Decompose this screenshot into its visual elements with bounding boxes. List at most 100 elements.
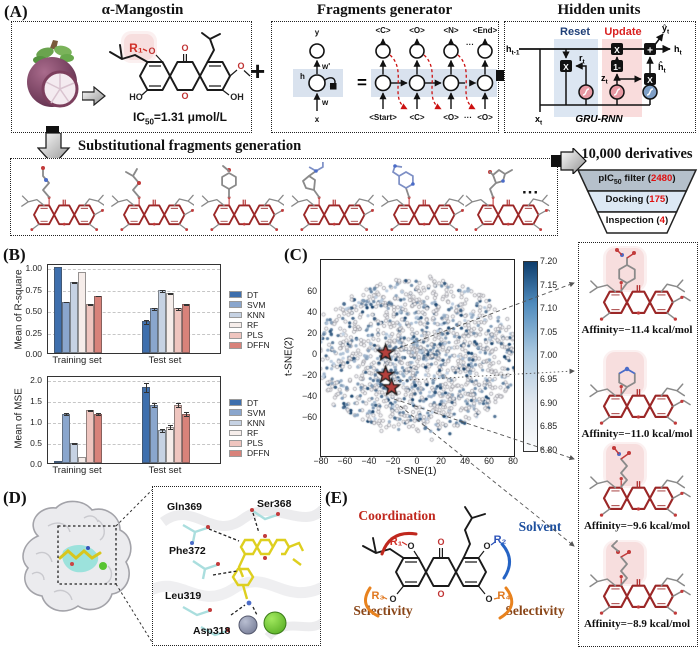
derivatives-title: 10,000 derivatives [581, 146, 693, 162]
generated-fragment-2 [110, 168, 194, 232]
mangostin-structure: O O O R₁ HO OH O [109, 31, 251, 102]
reset-label: Reset [560, 26, 590, 38]
update-label: Update [604, 26, 641, 38]
candidate-structure-4 [588, 540, 692, 616]
token-bottom-c: <C> [409, 113, 424, 122]
candidate-structure-1 [588, 246, 692, 322]
token-top-end: <End> [473, 26, 497, 35]
candidate-structure-2 [588, 350, 692, 426]
sar-o2: O [483, 541, 490, 551]
rsquare-chart: Mean of R-square DT SVM KNN RF PLS DFFN 0.00 0… [13, 263, 270, 366]
affinity-caption-2: Affinity=−11.0 kcal/mol [581, 428, 693, 440]
tsne-plot [320, 259, 515, 457]
rnn-unrolled [374, 38, 494, 109]
solvent-arc [500, 542, 511, 580]
affinity-caption-1: Affinity=−11.4 kcal/mol [581, 324, 693, 336]
flow-bridge-square [46, 126, 59, 135]
residue-phe372: Phe372 [169, 545, 206, 557]
fragments-ellipsis: ··· [522, 183, 539, 202]
ho-label: HO [129, 92, 143, 102]
token-top-c: <C> [375, 26, 390, 35]
sar-r3: R₃ [371, 590, 384, 602]
rsquare-legend: DT SVM KNN RF PLS DFFN [229, 290, 270, 350]
binding-site-scene [153, 505, 320, 641]
affinity-caption-3: Affinity=−9.6 kcal/mol [583, 520, 691, 532]
substitutional-title: Substitutional fragments generation [78, 138, 302, 154]
gru-op-boxes [560, 43, 656, 85]
selectivity-right-label: Selectivity [505, 603, 565, 618]
r1-label: R₁ [129, 41, 143, 55]
tsne-canvas [321, 260, 514, 456]
hydrogen-bonds [208, 512, 260, 616]
op-mul-reset: X [563, 62, 569, 72]
generated-fragment-5 [380, 164, 464, 232]
h-hat-label: ĥt [658, 61, 667, 75]
ht-label: ht [674, 44, 683, 57]
token-top-n: <N> [443, 26, 458, 35]
ic50-value: IC50=1.31 μmol/L [133, 110, 227, 127]
panel-d-label: (D) [3, 488, 27, 507]
rnn-h-label: h [300, 72, 305, 81]
box-bridge-square [496, 70, 504, 81]
rnn-diagram: y w' h w x = [293, 26, 497, 124]
generated-fragment-1 [20, 166, 104, 232]
rnn-y-label: y [315, 28, 320, 37]
oh-label: OH [230, 92, 244, 102]
generated-fragment-6 [464, 169, 550, 232]
residue-stick-atoms [190, 508, 280, 632]
mse-chart: Mean of MSE DT SVM KNN RF PLS DFFN 0.0 0.5 1.0 1… [13, 375, 270, 476]
generated-fragment-3 [200, 165, 284, 232]
token-bottom-start: <Start> [369, 113, 397, 122]
op-add: + [647, 46, 653, 57]
sar-r4: R₄ [497, 590, 510, 602]
token-top-o: <O> [409, 26, 425, 35]
sar-carbonyl-o: O [437, 537, 444, 547]
hidden-units-title: Hidden units [557, 2, 641, 18]
sar-o3: O [389, 594, 396, 604]
tsne-xlabel: t-SNE(1) [397, 466, 437, 477]
funnel-tier-3 [596, 211, 678, 234]
gru-rnn-label: GRU-RNN [575, 114, 623, 125]
residue-sticks [182, 510, 278, 637]
rsquare-plot [47, 264, 221, 354]
selectivity-left-arc [364, 586, 380, 618]
carbonyl-o-label: O [181, 43, 188, 53]
screening-funnel [576, 169, 698, 234]
tsne-ylabel: t-SNE(2) [283, 337, 295, 376]
fragments-generator-title: Fragments generator [316, 2, 453, 18]
y-hat-label: ŷt [662, 23, 670, 36]
dots-bottom: ··· [464, 113, 472, 122]
protein-surface [22, 500, 132, 612]
residue-gln369: Gln369 [167, 501, 203, 513]
equals-sign: = [357, 73, 367, 92]
funnel-label-1: pIC50 filter (2480) [598, 173, 676, 186]
dots-top: ··· [466, 40, 474, 49]
affinity-caption-4: Affinity=−8.9 kcal/mol [583, 618, 691, 630]
r1-o-label: O [148, 46, 155, 56]
op-mul-update: X [614, 45, 620, 55]
rt-label: rt [579, 53, 586, 66]
selectivity-right-arc [498, 586, 514, 620]
derivatives-arrow-icon [551, 148, 587, 174]
mangosteen-illustration [27, 40, 79, 108]
zoom-region-box [57, 525, 117, 585]
methoxy-o-label: O [237, 61, 244, 71]
gru-diagram: Reset Update X X 1- + X [506, 23, 683, 127]
binding-site-inset: Gln369 Ser368 Phe372 Leu319 Asp318 [152, 486, 321, 646]
residue-asp318: Asp318 [193, 625, 231, 637]
sar-ring-o: O [437, 589, 444, 599]
residue-leu319: Leu319 [165, 590, 202, 602]
mse-plot [47, 376, 221, 464]
candidate-structure-3 [588, 442, 692, 518]
funnel-label-2: Docking (175) [605, 194, 669, 205]
sar-structure: O O O R₁ O R₂ O R₃ O R₄ [362, 506, 514, 620]
xt-label: xt [535, 114, 543, 127]
mse-legend: DT SVM KNN RF PLS DFFN [229, 398, 270, 458]
ligand-sticks [231, 538, 305, 600]
right-block-arrow-icon [82, 86, 106, 106]
residue-ser368: Ser368 [257, 498, 292, 510]
panel-c-label: (C) [284, 245, 308, 264]
tsne-colorbar [523, 261, 538, 452]
ring-o-label: O [181, 91, 188, 101]
